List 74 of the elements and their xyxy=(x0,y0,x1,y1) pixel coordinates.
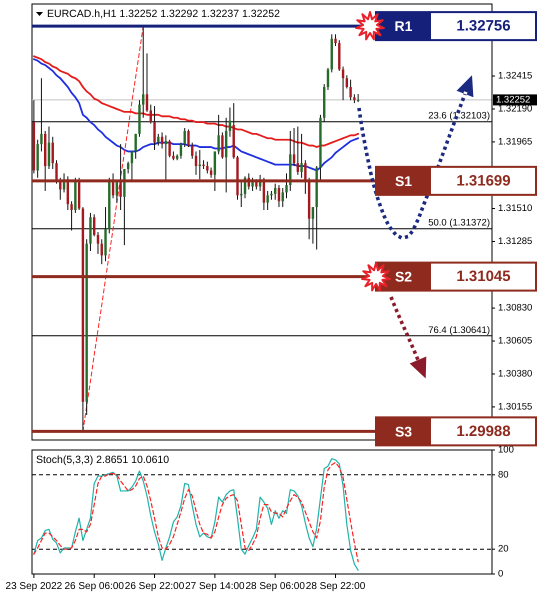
candlestick xyxy=(342,66,344,101)
x-tick-label: 26 Sep 06:00 xyxy=(64,581,124,592)
annotation: 1.29988 xyxy=(456,422,511,440)
candlestick xyxy=(160,132,164,150)
candlestick xyxy=(150,104,152,124)
candlestick xyxy=(184,128,186,148)
candlestick xyxy=(112,172,114,199)
ref-line-label: S2 xyxy=(394,268,412,285)
candlestick xyxy=(168,139,171,158)
y-tick-label: 1.30155 xyxy=(498,401,532,412)
y-tick-label: 1.31285 xyxy=(498,236,532,247)
chart-title: EURCAD.h,H1 1.32252 1.32292 1.32237 1.32252 xyxy=(47,8,280,20)
ref-line-label: R1 xyxy=(394,18,413,34)
candlestick xyxy=(40,78,43,152)
annotation: 50.0 (1.31372) xyxy=(428,218,490,229)
candlestick xyxy=(206,161,209,174)
x-tick-label: 23 Sep 2022 xyxy=(6,581,63,592)
candlestick xyxy=(349,79,352,101)
y-tick-label: 80 xyxy=(498,469,509,480)
candlestick xyxy=(300,133,303,178)
candlestick xyxy=(100,238,103,265)
y-tick-label: 1.32252 xyxy=(496,94,530,106)
chart-title: Stoch(5,3,3) 2.8651 10.0610 xyxy=(36,454,170,466)
candlestick xyxy=(126,161,130,174)
candlestick xyxy=(304,160,307,194)
candlestick xyxy=(221,132,224,160)
candlestick xyxy=(274,183,276,200)
candlestick xyxy=(134,133,137,160)
y-tick-label: 0 xyxy=(498,568,504,580)
candlestick xyxy=(157,133,160,146)
candlestick xyxy=(228,107,232,138)
candlestick xyxy=(282,188,284,208)
candlestick xyxy=(93,214,96,237)
ref-line-label: S3 xyxy=(394,423,412,440)
candlestick xyxy=(130,150,134,182)
y-tick-label: 1.30380 xyxy=(498,368,532,380)
y-tick-label: 1.32190 xyxy=(498,103,532,114)
line-series xyxy=(32,55,360,148)
candlestick xyxy=(119,144,122,210)
annotation: 1.31699 xyxy=(456,172,511,190)
annotation: 1.31045 xyxy=(456,268,511,286)
candlestick xyxy=(52,136,54,170)
candlestick xyxy=(191,142,194,160)
y-tick-label: 1.30605 xyxy=(498,336,532,347)
x-tick-label: 27 Sep 14:00 xyxy=(185,581,246,592)
candlestick xyxy=(198,149,201,180)
x-tick-label: 26 Sep 22:00 xyxy=(124,581,185,592)
y-tick-label: 1.31510 xyxy=(498,203,532,214)
y-tick-label: 20 xyxy=(498,544,509,555)
annotation: 1.32756 xyxy=(456,18,511,35)
candlestick xyxy=(164,134,168,182)
candlestick xyxy=(70,200,73,231)
candlestick xyxy=(262,177,266,210)
candlestick xyxy=(296,126,300,176)
y-tick-label: 100 xyxy=(498,444,514,456)
annotation: 23.6 (1.32103) xyxy=(428,110,490,122)
annotation: 76.4 (1.30641) xyxy=(428,324,490,336)
candlestick xyxy=(312,206,314,244)
candlestick xyxy=(180,142,182,160)
candlestick xyxy=(142,26,144,118)
candlestick xyxy=(251,177,254,192)
y-tick-label: 1.32415 xyxy=(498,70,532,82)
y-tick-label: 1.31965 xyxy=(498,136,532,148)
x-tick-label: 28 Sep 06:00 xyxy=(245,581,306,592)
candlestick xyxy=(217,114,220,155)
candlestick xyxy=(292,128,296,167)
x-tick-label: 28 Sep 22:00 xyxy=(306,581,366,592)
candlestick xyxy=(266,190,269,210)
ref-line-label: S1 xyxy=(394,172,412,189)
candlestick xyxy=(240,180,242,208)
y-tick-label: 1.30830 xyxy=(498,302,532,314)
candlestick xyxy=(214,150,216,192)
candlestick xyxy=(210,167,212,178)
candlestick xyxy=(346,74,348,89)
